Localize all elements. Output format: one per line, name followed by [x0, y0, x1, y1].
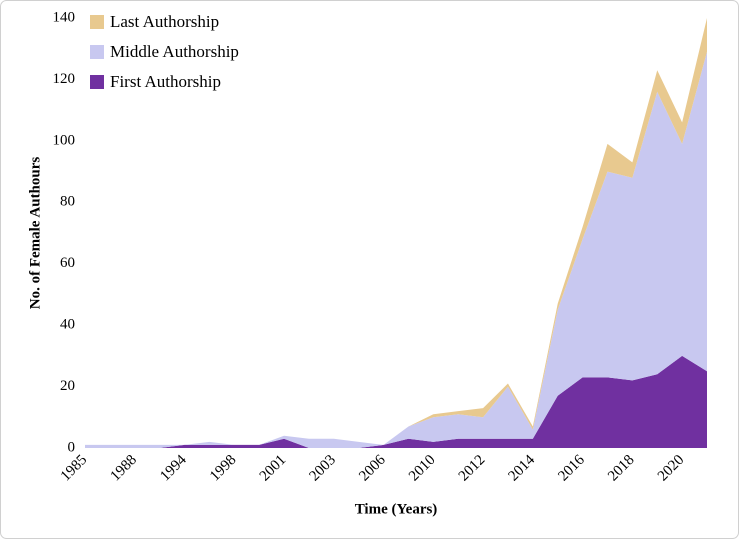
- legend-label: Middle Authorship: [110, 42, 239, 61]
- area: [85, 18, 707, 445]
- legend-label: First Authorship: [110, 72, 221, 91]
- y-tick-label: 60: [60, 255, 75, 271]
- y-tick-label: 120: [53, 71, 76, 87]
- x-axis-title: Time (Years): [355, 501, 438, 517]
- y-tick-label: 40: [60, 317, 75, 333]
- y-tick-label: 140: [53, 9, 76, 25]
- y-tick-label: 0: [68, 439, 76, 455]
- y-axis-title: No. of Female Authours: [27, 157, 43, 310]
- legend-label: Last Authorship: [110, 12, 219, 31]
- area: [85, 51, 707, 449]
- y-tick-label: 80: [60, 194, 75, 210]
- y-tick-label: 20: [60, 378, 75, 394]
- legend-swatch: [90, 75, 104, 89]
- legend-swatch: [90, 15, 104, 29]
- y-tick-label: 100: [53, 132, 76, 148]
- legend-swatch: [90, 45, 104, 59]
- area: [85, 355, 707, 448]
